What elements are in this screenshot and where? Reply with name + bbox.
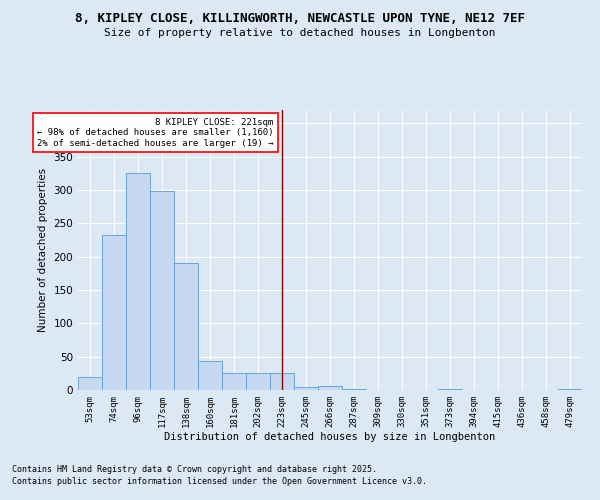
Bar: [198, 362, 222, 390]
Bar: [318, 386, 342, 390]
Text: Contains public sector information licensed under the Open Government Licence v3: Contains public sector information licen…: [12, 478, 427, 486]
Bar: [222, 374, 246, 390]
Bar: [246, 374, 270, 390]
Text: Contains HM Land Registry data © Crown copyright and database right 2025.: Contains HM Land Registry data © Crown c…: [12, 465, 377, 474]
Bar: [126, 174, 150, 390]
Bar: [102, 236, 126, 390]
Bar: [78, 376, 102, 390]
Bar: [150, 192, 174, 390]
Bar: [294, 386, 318, 390]
Bar: [174, 264, 198, 390]
Text: 8, KIPLEY CLOSE, KILLINGWORTH, NEWCASTLE UPON TYNE, NE12 7EF: 8, KIPLEY CLOSE, KILLINGWORTH, NEWCASTLE…: [75, 12, 525, 26]
Y-axis label: Number of detached properties: Number of detached properties: [38, 168, 48, 332]
Text: Distribution of detached houses by size in Longbenton: Distribution of detached houses by size …: [164, 432, 496, 442]
Text: Size of property relative to detached houses in Longbenton: Size of property relative to detached ho…: [104, 28, 496, 38]
Bar: [270, 374, 294, 390]
Text: 8 KIPLEY CLOSE: 221sqm
← 98% of detached houses are smaller (1,160)
2% of semi-d: 8 KIPLEY CLOSE: 221sqm ← 98% of detached…: [37, 118, 274, 148]
